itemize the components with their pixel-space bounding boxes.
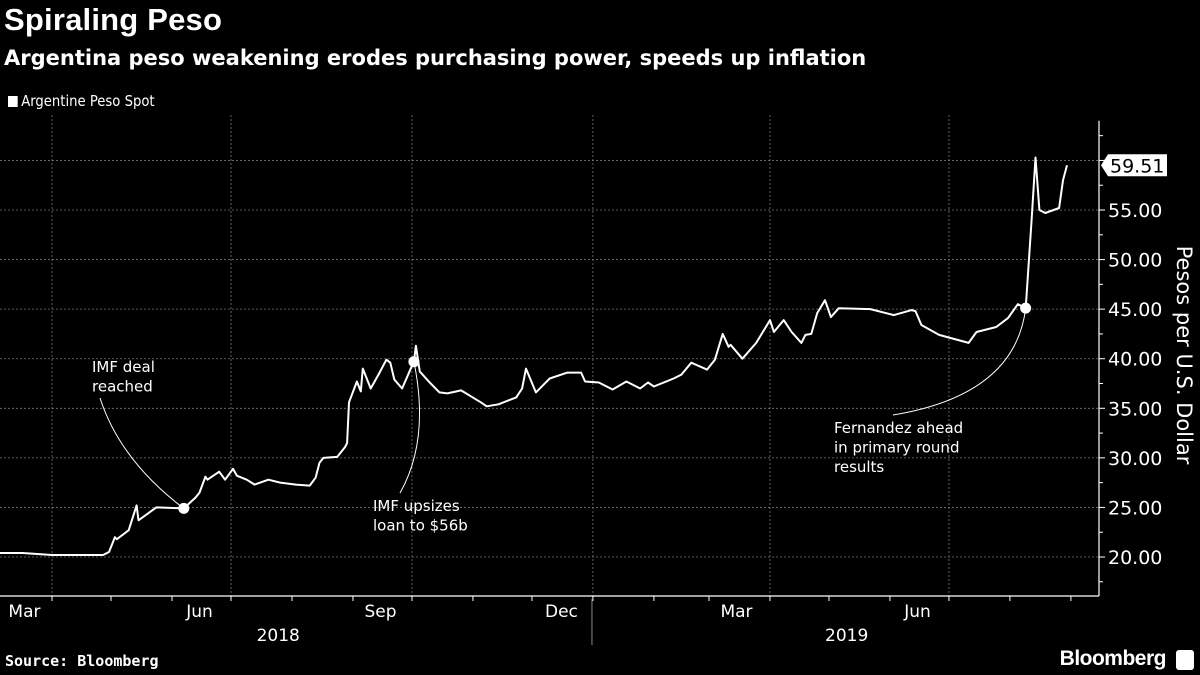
annotation-text: Fernandez ahead (834, 419, 963, 437)
annotation-marker (178, 502, 190, 514)
bloomberg-logo: Bloomberg (1059, 647, 1167, 670)
x-tick-label: Jun (185, 602, 213, 622)
year-label: 2019 (825, 626, 868, 646)
annotation-leader-line (99, 397, 185, 509)
x-tick-label: Dec (545, 602, 578, 622)
annotation-text: results (834, 458, 884, 476)
x-tick-label: Sep (364, 602, 396, 622)
y-axis-title: Pesos per U.S. Dollar (1172, 246, 1196, 465)
annotation-marker (408, 356, 420, 368)
y-tick-label: 20.00 (1108, 547, 1162, 569)
annotation-text: IMF deal (92, 358, 155, 376)
last-value-label: 59.51 (1110, 155, 1164, 177)
x-tick-label: Jun (903, 602, 931, 622)
legend-swatch (8, 96, 18, 107)
chart-title: Spiraling Peso (4, 2, 223, 37)
y-tick-label: 30.00 (1108, 448, 1162, 470)
last-value-callout (1101, 154, 1167, 177)
annotation-leader-line (399, 361, 421, 494)
chart-subtitle: Argentina peso weakening erodes purchasi… (4, 46, 867, 70)
annotation-text: IMF upsizes (373, 497, 460, 515)
annotation-text: in primary round (834, 439, 959, 457)
y-tick-label: 40.00 (1108, 349, 1162, 371)
annotation-leader-line (892, 308, 1027, 416)
legend-label: Argentine Peso Spot (21, 92, 155, 110)
y-tick-label: 35.00 (1108, 398, 1162, 420)
series-line-argentine-peso-spot (0, 156, 1068, 556)
annotation-text: loan to $56b (373, 517, 468, 535)
bloomberg-terminal-icon (1176, 650, 1194, 670)
annotation-marker (1020, 302, 1032, 314)
y-tick-label: 25.00 (1108, 497, 1162, 519)
legend: Argentine Peso Spot (8, 92, 155, 110)
y-tick-label: 50.00 (1108, 250, 1162, 272)
y-tick-label: 45.00 (1108, 299, 1162, 321)
year-label: 2018 (257, 626, 300, 646)
y-tick-label: 55.00 (1108, 200, 1162, 222)
annotation-text: reached (92, 378, 153, 396)
x-tick-label: Mar (720, 602, 752, 622)
x-tick-label: Mar (8, 602, 40, 622)
source-note: Source: Bloomberg (5, 652, 159, 670)
